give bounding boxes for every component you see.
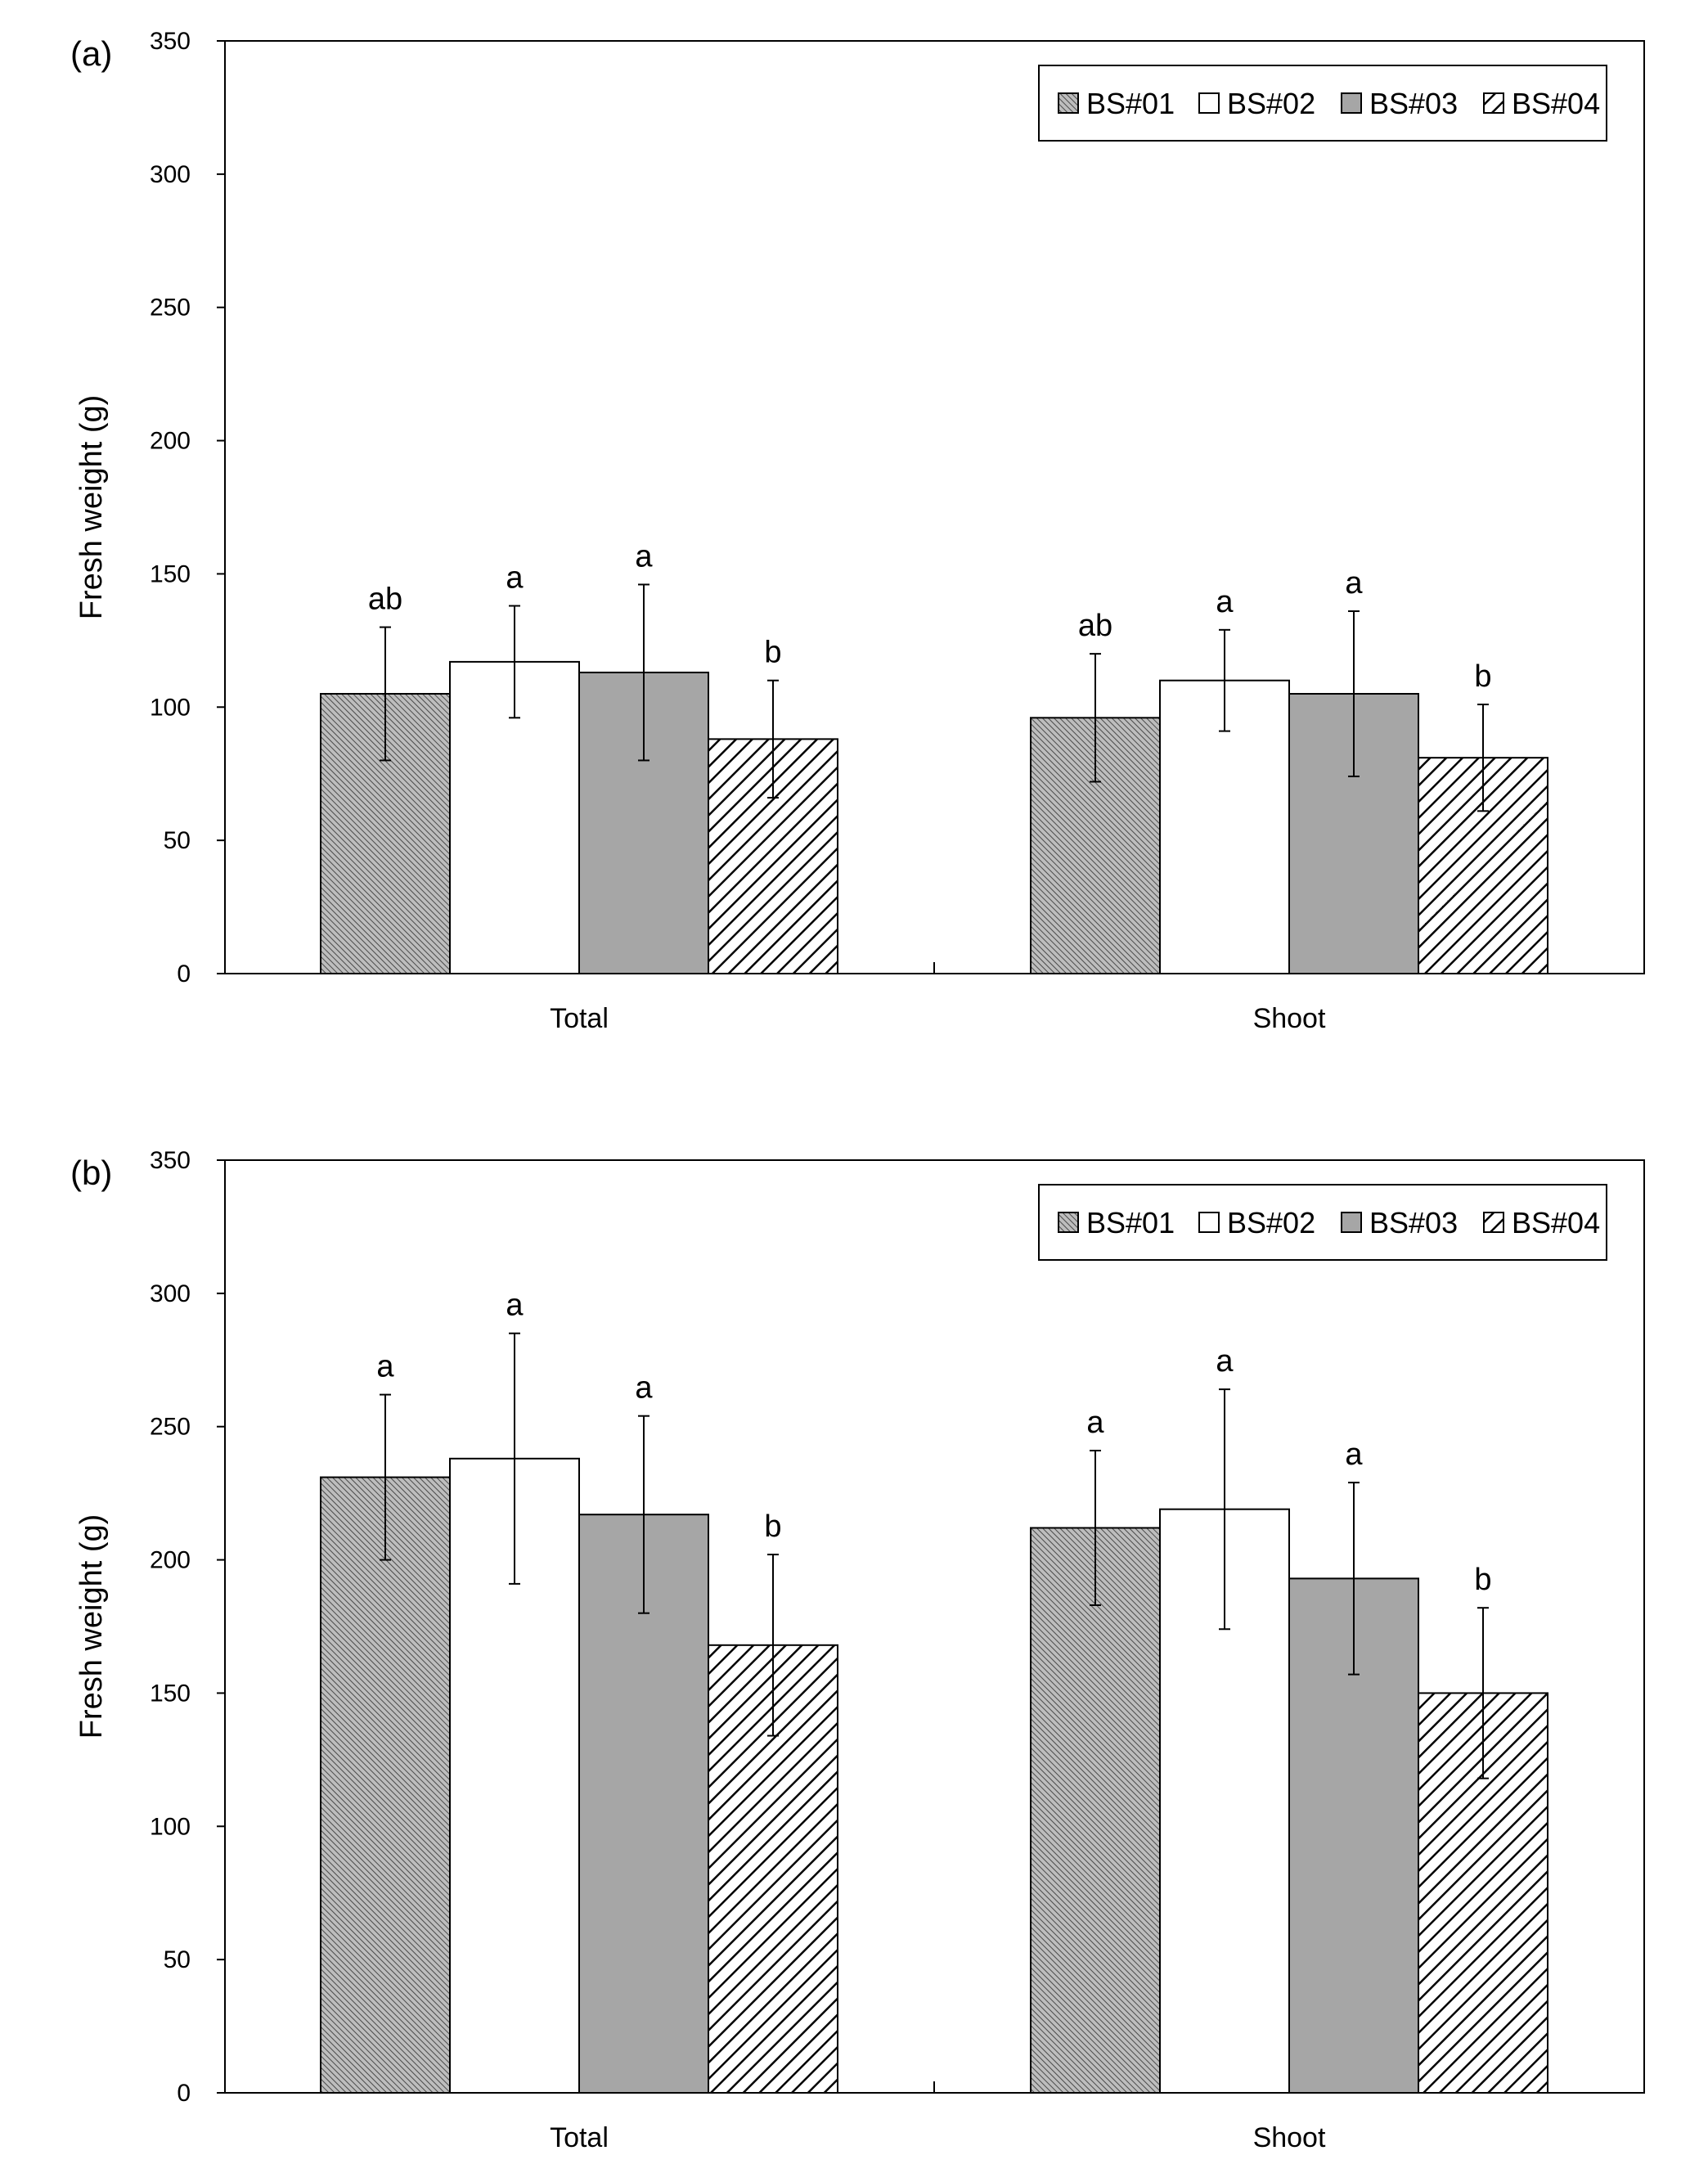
legend-label: BS#02 <box>1227 1206 1315 1239</box>
legend-swatch <box>1341 92 1362 114</box>
legend-swatch <box>1198 92 1220 114</box>
legend-swatch <box>1198 1212 1220 1233</box>
legend-label: BS#04 <box>1512 87 1600 120</box>
significance-label: a <box>635 539 653 574</box>
legend-swatch <box>1483 92 1504 114</box>
y-tick-label: 0 <box>177 2080 191 2107</box>
y-tick-label: 300 <box>150 161 191 188</box>
significance-label: a <box>1345 566 1363 601</box>
significance-label: a <box>1086 1406 1104 1440</box>
legend-label: BS#01 <box>1086 87 1175 120</box>
panel-label: (a) <box>70 34 112 73</box>
significance-label: ab <box>1078 609 1112 643</box>
y-tick-label: 200 <box>150 1547 191 1574</box>
legend-box <box>1038 1184 1607 1261</box>
y-tick-label: 0 <box>177 961 191 988</box>
panel-label: (b) <box>70 1154 112 1192</box>
significance-label: a <box>376 1350 394 1384</box>
legend: BS#01 BS#02 BS#03 BS#04 <box>1038 65 1607 142</box>
significance-label: b <box>764 636 781 670</box>
legend-label: BS#04 <box>1512 1206 1600 1239</box>
significance-label: ab <box>368 583 402 617</box>
legend-box <box>1038 65 1607 142</box>
chart-panel-b: (b) 0 50 100 150 200 250 300 350 Fresh weight (g)… <box>70 1147 1645 2153</box>
y-axis-label: Fresh weight (g) <box>74 395 109 620</box>
y-tick-label: 50 <box>164 827 191 854</box>
x-tick-label: Shoot <box>1253 1003 1326 1034</box>
y-tick-label: 100 <box>150 694 191 721</box>
y-tick-label: 250 <box>150 295 191 322</box>
significance-label: a <box>1216 1344 1234 1379</box>
legend-label: BS#02 <box>1227 87 1315 120</box>
y-tick-label: 200 <box>150 428 191 455</box>
significance-label: a <box>1345 1437 1363 1472</box>
y-tick-label: 250 <box>150 1414 191 1441</box>
significance-label: b <box>1474 659 1491 694</box>
y-tick-label: 300 <box>150 1280 191 1307</box>
significance-label: b <box>764 1509 781 1544</box>
significance-label: b <box>1474 1563 1491 1597</box>
y-tick-label: 150 <box>150 1680 191 1707</box>
x-tick-label: Shoot <box>1253 2122 1326 2153</box>
significance-label: a <box>506 1289 524 1323</box>
legend-swatch <box>1341 1212 1362 1233</box>
bar <box>1030 1527 1161 2094</box>
y-tick-label: 150 <box>150 560 191 587</box>
legend-label: BS#03 <box>1369 1206 1458 1239</box>
bar <box>320 1476 451 2094</box>
significance-label: a <box>1216 585 1234 619</box>
significance-label: a <box>506 561 524 596</box>
legend-label: BS#03 <box>1369 87 1458 120</box>
x-tick-label: Total <box>550 2122 609 2153</box>
legend-swatch <box>1058 92 1079 114</box>
chart-panel-a: (a) 0 50 100 150 200 250 300 350 Fresh weight (g)… <box>70 28 1645 1034</box>
x-tick-label: Total <box>550 1003 609 1034</box>
legend-swatch <box>1058 1212 1079 1233</box>
y-tick-label: 350 <box>150 1147 191 1174</box>
y-axis-label: Fresh weight (g) <box>74 1514 109 1739</box>
significance-label: a <box>635 1371 653 1406</box>
legend-label: BS#01 <box>1086 1206 1175 1239</box>
legend-swatch <box>1483 1212 1504 1233</box>
legend: BS#01 BS#02 BS#03 BS#04 <box>1038 1184 1607 1261</box>
y-tick-label: 350 <box>150 28 191 55</box>
y-tick-label: 100 <box>150 1813 191 1840</box>
y-tick-label: 50 <box>164 1946 191 1973</box>
